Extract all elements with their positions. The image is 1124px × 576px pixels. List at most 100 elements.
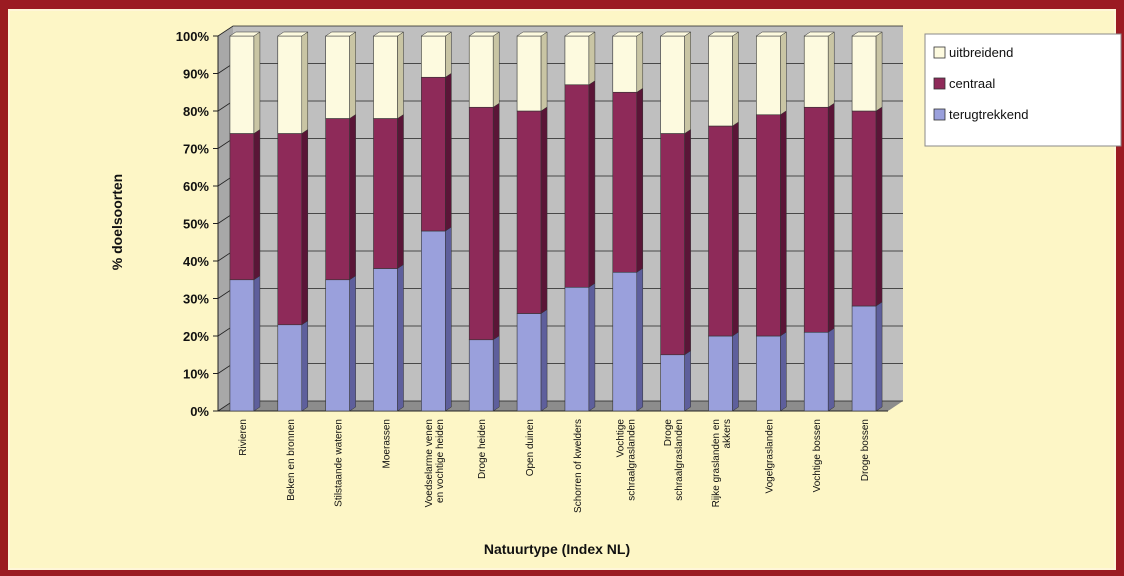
y-tick-label: 0% — [190, 404, 209, 419]
x-category-label: Open duinen — [525, 419, 536, 476]
y-tick-label: 100% — [176, 29, 210, 44]
bar-side-terugtrekkend — [827, 327, 835, 412]
bar-segment-uitbreidend — [373, 35, 398, 119]
bar-top — [707, 31, 740, 37]
y-tick-label: 70% — [183, 142, 209, 157]
x-category-label: Voedselarme venen — [424, 419, 435, 507]
bar-segment-uitbreidend — [660, 35, 685, 134]
bar-side-uitbreidend — [445, 31, 452, 78]
bar-segment-centraal — [564, 84, 590, 288]
bar-segment-uitbreidend — [229, 35, 255, 134]
bar-side-centraal — [636, 87, 644, 273]
bar-side-uitbreidend — [253, 31, 261, 134]
y-axis-label: % doelsoorten — [109, 174, 125, 270]
x-category-labels: Rivieren Beken en bronnen Stilstaande wate… — [238, 419, 871, 513]
bar-top — [372, 31, 405, 37]
bar-top — [659, 31, 692, 37]
bar-stack — [659, 31, 692, 412]
bar-side-uitbreidend — [684, 31, 691, 134]
bar-stack — [516, 31, 548, 412]
bar-segment-terugtrekkend — [277, 324, 303, 412]
bar-segment-centraal — [803, 106, 829, 333]
bar-side-terugtrekkend — [684, 350, 691, 412]
bar-top — [468, 31, 501, 37]
bar-segment-centraal — [612, 91, 638, 273]
bar-stack — [564, 31, 596, 412]
x-category-label: Vochtige bossen — [812, 419, 823, 492]
x-category-label: schraalgraslanden — [674, 419, 685, 501]
bar-side-uitbreidend — [875, 31, 883, 112]
bar-segment-uitbreidend — [708, 35, 733, 127]
bar-segment-uitbreidend — [851, 35, 877, 112]
bar-stack — [468, 31, 501, 412]
bar-top — [420, 31, 453, 37]
bar-segment-centraal — [708, 125, 733, 337]
bar-top — [803, 31, 836, 37]
bar-side-terugtrekkend — [636, 267, 644, 412]
bar-top — [276, 31, 309, 37]
bar-side-uitbreidend — [397, 31, 404, 119]
y-tick-label: 80% — [183, 104, 209, 119]
bar-segment-terugtrekkend — [516, 313, 542, 412]
bar-segment-uitbreidend — [325, 35, 350, 119]
bar-segment-centraal — [468, 106, 494, 341]
bars — [229, 31, 883, 412]
bar-segment-uitbreidend — [277, 35, 303, 134]
bar-side-centraal — [301, 129, 309, 326]
bar-segment-centraal — [373, 118, 398, 269]
bar-side-uitbreidend — [540, 31, 548, 112]
bar-side-terugtrekkend — [875, 301, 883, 412]
bar-stack — [611, 31, 644, 412]
bar-side-centraal — [732, 121, 739, 337]
bar-side-terugtrekkend — [301, 320, 309, 412]
bar-side-uitbreidend — [732, 31, 739, 127]
bar-side-centraal — [349, 114, 356, 281]
y-tick-label: 50% — [183, 217, 209, 232]
bar-segment-terugtrekkend — [325, 279, 350, 412]
bar-top — [611, 31, 644, 37]
bar-top — [516, 31, 548, 37]
legend-label-terugtrekkend: terugtrekkend — [949, 107, 1029, 122]
legend: uitbreidend centraal terugtrekkend — [924, 33, 1122, 147]
legend-swatch-terugtrekkend — [933, 108, 946, 121]
bar-stack — [755, 31, 788, 412]
bar-segment-uitbreidend — [756, 35, 781, 116]
bar-segment-terugtrekkend — [803, 331, 829, 412]
bar-side-centraal — [684, 129, 691, 356]
legend-label-centraal: centraal — [949, 76, 995, 91]
bar-side-uitbreidend — [492, 31, 500, 108]
y-tick-label: 10% — [183, 367, 209, 382]
bar-stack — [324, 31, 357, 412]
bar-segment-terugtrekkend — [851, 305, 877, 412]
bar-side-centraal — [492, 102, 500, 341]
x-category-label: Vochtige — [615, 419, 626, 458]
legend-label-uitbreidend: uitbreidend — [949, 45, 1013, 60]
legend-swatch-centraal — [933, 77, 946, 90]
bar-side-centraal — [253, 129, 261, 281]
bar-segment-uitbreidend — [468, 35, 494, 108]
bar-stack — [803, 31, 836, 412]
bar-segment-uitbreidend — [421, 35, 446, 78]
x-category-label: Droge — [663, 419, 674, 447]
bar-side-uitbreidend — [349, 31, 356, 119]
bar-side-uitbreidend — [780, 31, 787, 116]
bar-side-centraal — [397, 114, 404, 269]
bar-side-terugtrekkend — [397, 264, 404, 412]
x-category-label: Rivieren — [238, 419, 249, 456]
bar-side-centraal — [445, 72, 452, 232]
bar-segment-terugtrekkend — [612, 271, 638, 412]
bar-segment-terugtrekkend — [468, 339, 494, 412]
x-category-label: Droge heiden — [477, 419, 488, 479]
x-category-label: Stilstaande wateren — [334, 419, 345, 507]
x-category-label: Rijke graslanden en — [711, 419, 722, 507]
bar-stack — [707, 31, 740, 412]
chart-walls — [218, 26, 903, 411]
bar-segment-terugtrekkend — [373, 268, 398, 412]
bar-stack — [229, 31, 261, 412]
bar-side-uitbreidend — [636, 31, 644, 93]
bar-segment-terugtrekkend — [756, 335, 781, 412]
x-category-label: Moerassen — [382, 419, 393, 468]
x-category-label: Beken en bronnen — [286, 419, 297, 501]
